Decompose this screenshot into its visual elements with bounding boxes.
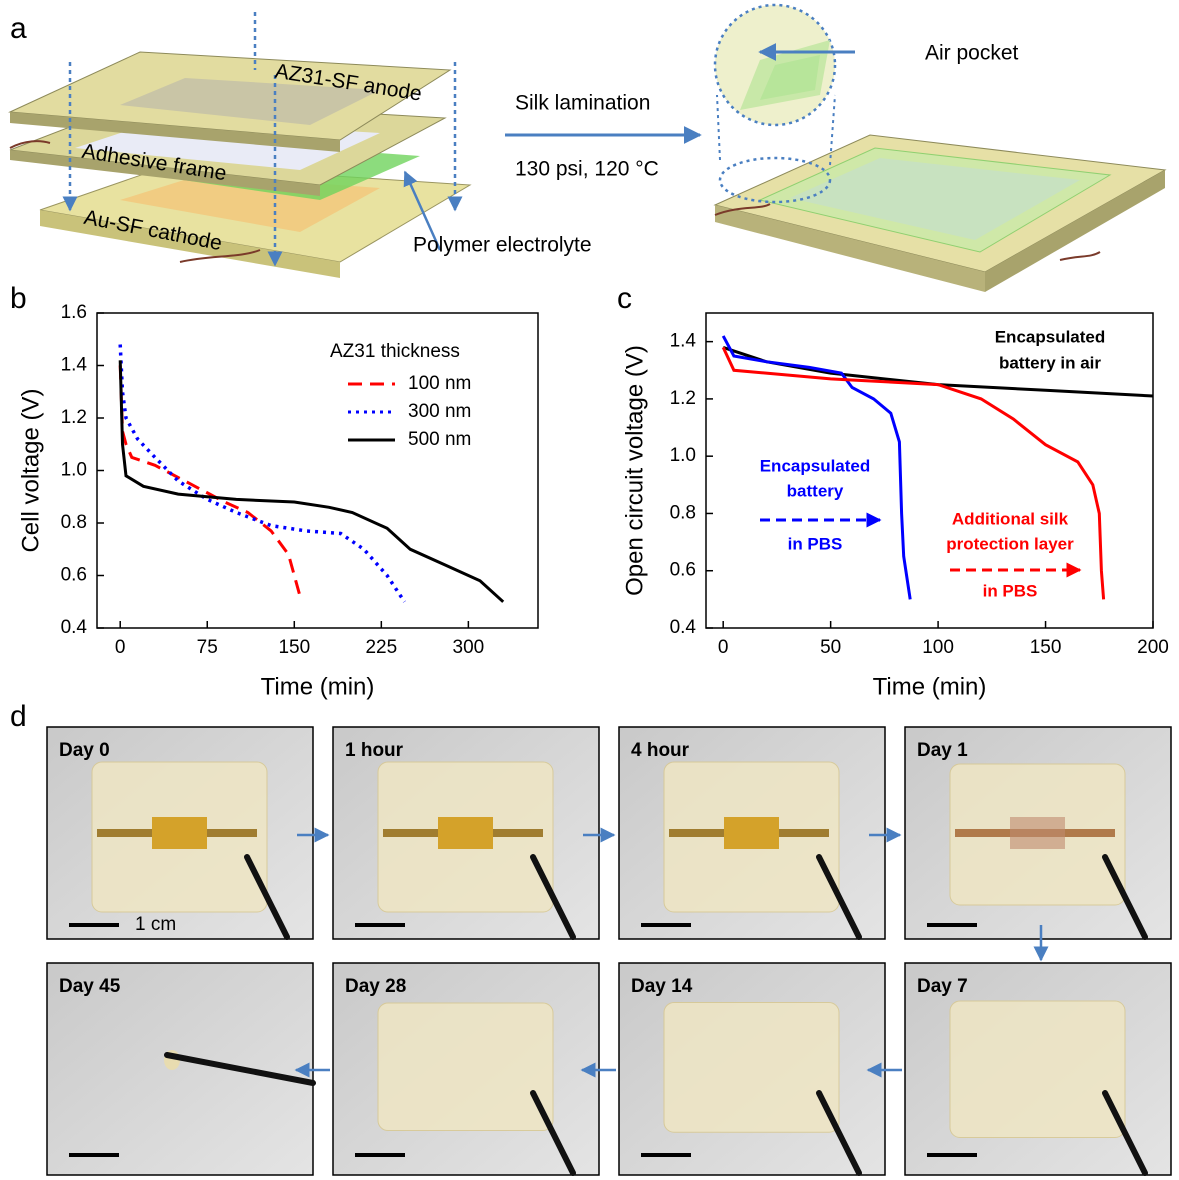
series-line bbox=[120, 360, 503, 602]
sample bbox=[664, 1003, 839, 1133]
x-tick-label: 150 bbox=[1030, 637, 1062, 658]
y-tick-label: 1.2 bbox=[670, 388, 696, 409]
y-tick-label: 0.6 bbox=[61, 565, 87, 586]
photo-label: Day 28 bbox=[345, 976, 406, 997]
photo-label: Day 7 bbox=[917, 976, 968, 997]
annotation: Encapsulated bbox=[995, 327, 1106, 346]
x-tick-label: 0 bbox=[115, 637, 126, 658]
annotation: in PBS bbox=[983, 581, 1038, 600]
y-tick-label: 1.0 bbox=[61, 460, 87, 481]
y-tick-label: 1.4 bbox=[61, 355, 88, 376]
legend-title: AZ31 thickness bbox=[330, 341, 460, 362]
panel-letter: c bbox=[617, 282, 632, 315]
sample bbox=[378, 1003, 553, 1131]
y-tick-label: 1.0 bbox=[670, 445, 696, 466]
photo-label: 4 hour bbox=[631, 740, 690, 761]
x-tick-label: 50 bbox=[820, 637, 841, 658]
figure: a b c d AZ31-SF anode Adhesive frame Au-… bbox=[0, 0, 1179, 1180]
x-tick-label: 150 bbox=[278, 637, 310, 658]
x-tick-label: 200 bbox=[1137, 637, 1169, 658]
annotation: in PBS bbox=[788, 534, 843, 553]
y-tick-label: 0.4 bbox=[670, 617, 697, 638]
conditions-label: 130 psi, 120 °C bbox=[515, 158, 659, 181]
photo: 4 hour bbox=[619, 727, 885, 939]
y-tick-label: 0.6 bbox=[670, 560, 696, 581]
sample bbox=[950, 1001, 1125, 1138]
x-tick-label: 100 bbox=[922, 637, 954, 658]
photo-label: Day 45 bbox=[59, 976, 121, 997]
scale-bar-label: 1 cm bbox=[135, 914, 176, 935]
photo: Day 14 bbox=[619, 963, 885, 1175]
annotation: Additional silk bbox=[952, 509, 1069, 528]
panel-letter: b bbox=[10, 282, 27, 315]
plot-frame bbox=[97, 313, 538, 628]
y-tick-label: 0.8 bbox=[670, 502, 696, 523]
photo-label: Day 1 bbox=[917, 740, 968, 761]
y-axis-label: Open circuit voltage (V) bbox=[621, 345, 648, 596]
process-label: Silk lamination bbox=[515, 92, 650, 115]
annotation: battery in air bbox=[999, 353, 1101, 372]
x-tick-label: 300 bbox=[453, 637, 485, 658]
x-tick-label: 75 bbox=[197, 637, 218, 658]
x-axis-label: Time (min) bbox=[261, 673, 375, 700]
gold-pad bbox=[438, 817, 493, 849]
gold-pad bbox=[724, 817, 779, 849]
panel-letter: a bbox=[10, 12, 27, 45]
x-tick-label: 0 bbox=[718, 637, 729, 658]
photo: Day 0 bbox=[47, 727, 313, 939]
photo: Day 45 bbox=[47, 963, 313, 1175]
legend-label: 500 nm bbox=[408, 429, 471, 450]
inset-label: Air pocket bbox=[925, 42, 1019, 65]
y-tick-label: 1.6 bbox=[61, 302, 87, 323]
y-tick-label: 0.4 bbox=[61, 617, 88, 638]
gold-pad bbox=[1010, 817, 1065, 849]
x-tick-label: 225 bbox=[365, 637, 397, 658]
y-tick-label: 0.8 bbox=[61, 512, 87, 533]
photo-label: Day 0 bbox=[59, 740, 110, 761]
legend-label: 100 nm bbox=[408, 373, 471, 394]
photo: Day 1 bbox=[905, 727, 1171, 939]
y-tick-label: 1.4 bbox=[670, 331, 697, 352]
legend-label: 300 nm bbox=[408, 401, 471, 422]
annotation: battery bbox=[787, 481, 844, 500]
y-axis-label: Cell voltage (V) bbox=[17, 388, 44, 552]
photo-label: Day 14 bbox=[631, 976, 693, 997]
y-tick-label: 1.2 bbox=[61, 407, 87, 428]
photo: Day 7 bbox=[905, 963, 1171, 1175]
annotation: Encapsulated bbox=[760, 456, 871, 475]
x-axis-label: Time (min) bbox=[873, 673, 987, 700]
series-line bbox=[120, 366, 300, 597]
gold-pad bbox=[152, 817, 207, 849]
photo-label: 1 hour bbox=[345, 740, 404, 761]
photo: Day 28 bbox=[333, 963, 599, 1175]
electrolyte-label: Polymer electrolyte bbox=[413, 234, 592, 257]
photo: 1 hour bbox=[333, 727, 599, 939]
panel-letter: d bbox=[10, 700, 27, 733]
annotation: protection layer bbox=[946, 534, 1074, 553]
